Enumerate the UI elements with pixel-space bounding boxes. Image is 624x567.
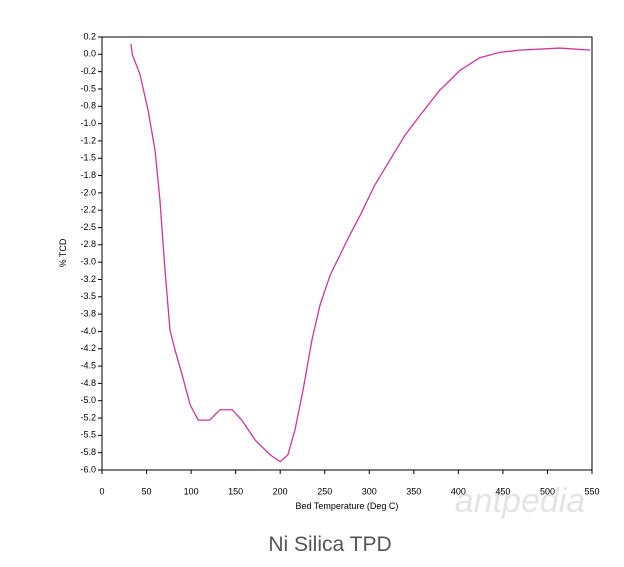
x-tick-label: 450: [495, 486, 510, 496]
y-tick-label: -4.2: [80, 343, 96, 353]
x-tick-label: 500: [540, 486, 555, 496]
x-tick-label: 550: [584, 486, 599, 496]
y-axis-label: % TCD: [58, 238, 68, 267]
y-tick-label: -1.0: [80, 118, 96, 128]
y-tick-label: -1.8: [80, 170, 96, 180]
watermark: antpedia: [455, 482, 585, 520]
x-tick-label: 250: [317, 486, 332, 496]
y-tick-label: 0.0: [83, 49, 96, 59]
x-tick-label: 400: [451, 486, 466, 496]
y-tick-label: -5.2: [80, 412, 96, 422]
y-tick-label: -4.8: [80, 378, 96, 388]
y-tick-label: -3.8: [80, 308, 96, 318]
y-tick-label: -2.8: [80, 239, 96, 249]
y-tick-label: -6.0: [80, 464, 96, 474]
y-tick-label: -5.8: [80, 447, 96, 457]
y-tick-label: -2.0: [80, 187, 96, 197]
y-tick-label: -2.5: [80, 222, 96, 232]
x-tick-label: 200: [273, 486, 288, 496]
x-tick-label: 100: [184, 486, 199, 496]
plot-frame: [101, 36, 593, 471]
y-tick-label: -5.5: [80, 430, 96, 440]
x-tick-label: 150: [228, 486, 243, 496]
y-tick-label: -5.0: [80, 395, 96, 405]
y-tick-label: -0.5: [80, 83, 96, 93]
chart-title: Ni Silica TPD: [268, 533, 391, 556]
x-tick-label: 50: [142, 486, 152, 496]
y-tick-label: -3.5: [80, 291, 96, 301]
y-tick-label: -4.0: [80, 326, 96, 336]
y-tick-label: -2.2: [80, 205, 96, 215]
y-tick-label: -0.2: [80, 66, 96, 76]
x-axis-label: Bed Temperature (Deg C): [296, 501, 399, 511]
y-tick-label: -3.2: [80, 274, 96, 284]
y-tick-label: -3.0: [80, 257, 96, 267]
x-tick-label: 300: [362, 486, 377, 496]
y-tick-label: 0.2: [83, 31, 96, 41]
y-tick-label: -1.5: [80, 153, 96, 163]
y-tick-label: -4.5: [80, 360, 96, 370]
data-line: [130, 43, 591, 463]
y-tick-label: -1.2: [80, 135, 96, 145]
x-tick-label: 350: [406, 486, 421, 496]
y-tick-label: -0.8: [80, 101, 96, 111]
x-tick-label: 0: [99, 486, 104, 496]
